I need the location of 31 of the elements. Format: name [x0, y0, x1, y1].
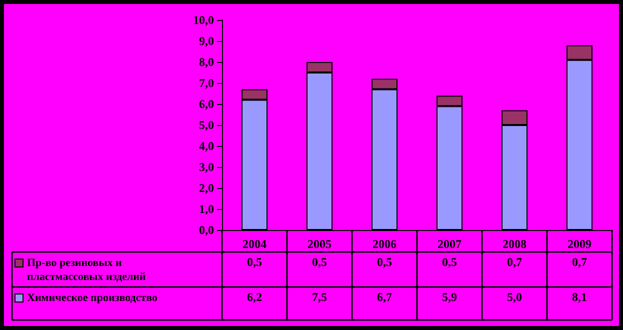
- legend-label: Пр-во резиновых и пластмассовых изделий: [27, 257, 146, 283]
- data-label: 5,0: [507, 290, 522, 304]
- data-label: 8,1: [572, 290, 587, 304]
- data-label: 0,5: [312, 255, 327, 269]
- data-label: 5,9: [442, 290, 457, 304]
- y-tick-label: 2,0: [199, 181, 214, 195]
- y-tick-label: 8,0: [199, 55, 214, 69]
- data-label: 0,7: [507, 255, 522, 269]
- y-tick-label: 4,0: [199, 139, 214, 153]
- data-label: 6,2: [247, 290, 262, 304]
- x-tick-label: 2005: [308, 237, 332, 251]
- y-tick-label: 0,0: [199, 223, 214, 237]
- legend-label: Химическое производство: [27, 292, 158, 304]
- y-tick-label: 9,0: [199, 34, 214, 48]
- x-tick-label: 2006: [372, 237, 396, 251]
- x-tick-label: 2007: [438, 237, 462, 251]
- x-tick-label: 2004: [242, 237, 266, 251]
- x-tick-label: 2008: [502, 237, 526, 251]
- y-tick-label: 3,0: [199, 160, 214, 174]
- y-tick-label: 6,0: [199, 97, 214, 111]
- y-tick-label: 1,0: [199, 202, 214, 216]
- data-label: 0,7: [572, 255, 587, 269]
- x-tick-label: 2009: [568, 237, 592, 251]
- data-label: 0,5: [377, 255, 392, 269]
- data-label: 7,5: [312, 290, 327, 304]
- y-tick-label: 5,0: [199, 118, 214, 132]
- data-label: 0,5: [442, 255, 457, 269]
- y-tick-label: 10,0: [193, 13, 214, 27]
- y-tick-label: 7,0: [199, 76, 214, 90]
- data-label: 0,5: [247, 255, 262, 269]
- data-label: 6,7: [377, 290, 392, 304]
